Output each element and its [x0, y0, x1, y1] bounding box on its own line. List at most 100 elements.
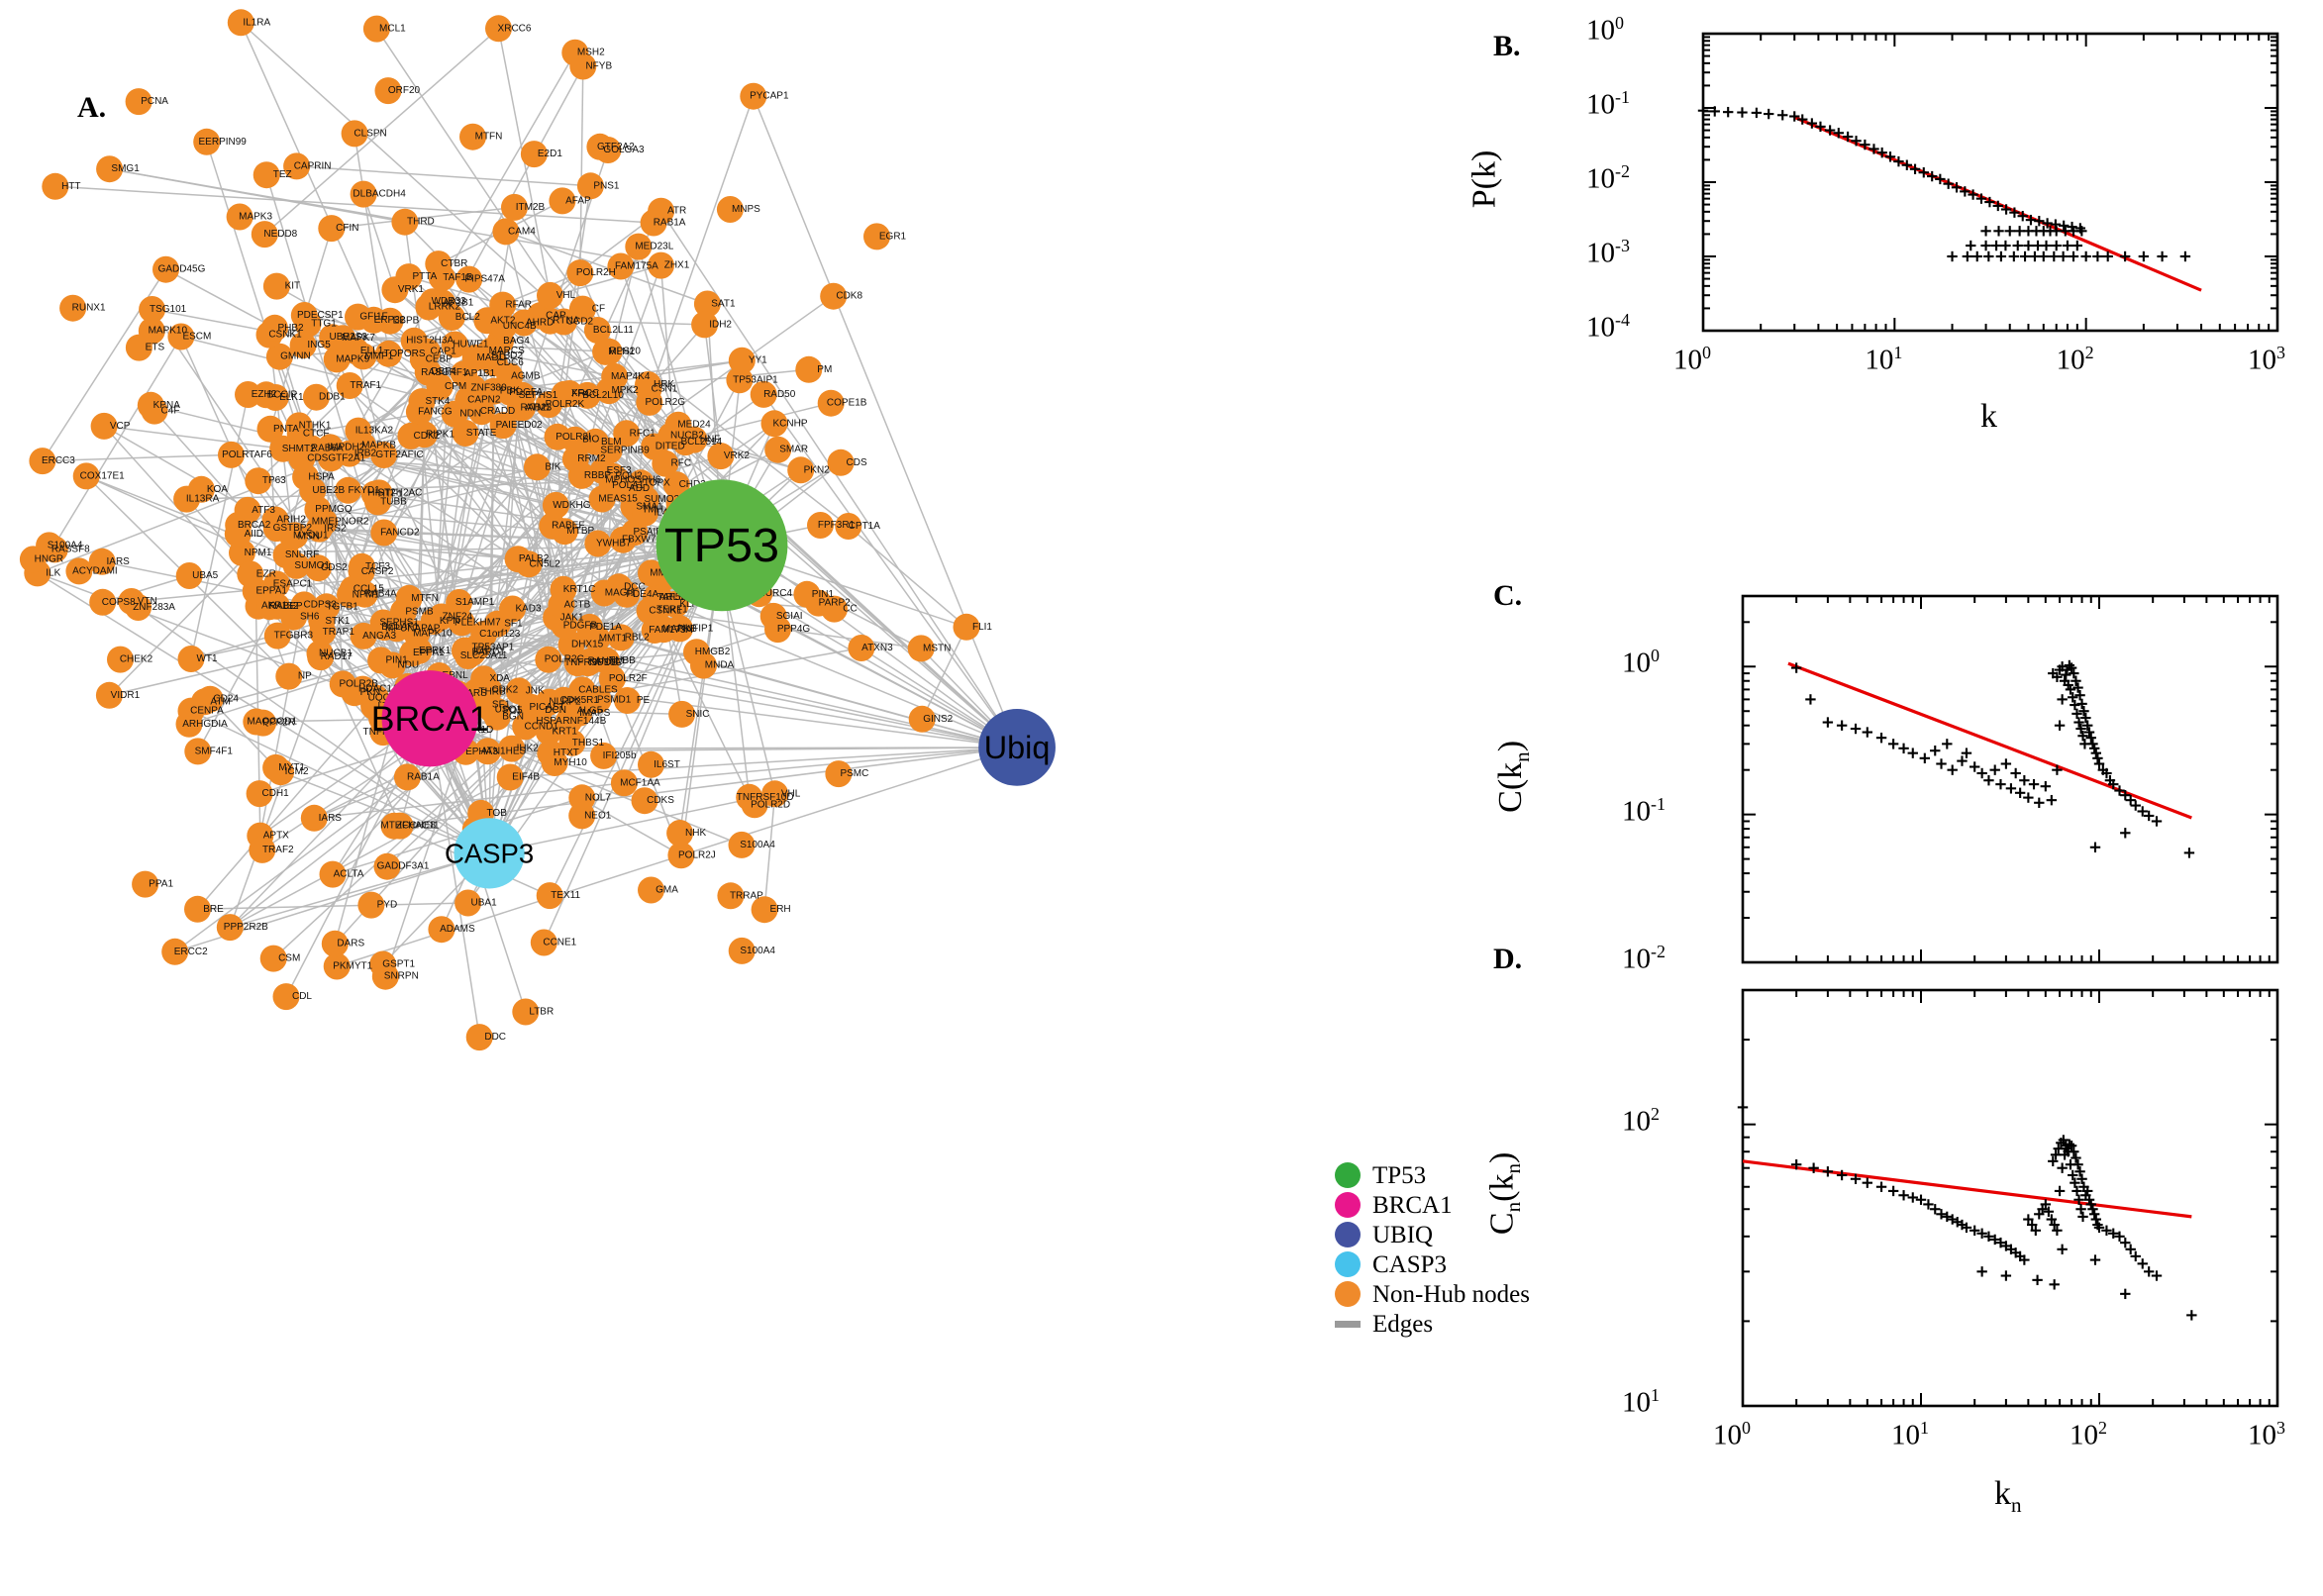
svg-text:CAPRIN: CAPRIN	[294, 160, 332, 171]
data-points	[1790, 659, 2195, 858]
svg-text:BARD1: BARD1	[472, 648, 506, 658]
panel-d-ylabel: Cn(kn)	[1483, 1151, 1526, 1236]
svg-text:RBL2: RBL2	[625, 632, 650, 643]
svg-text:PDECSP1: PDECSP1	[297, 310, 344, 321]
svg-text:FANCD2: FANCD2	[380, 528, 420, 539]
svg-text:BGN: BGN	[502, 712, 524, 723]
svg-text:POLR2F: POLR2F	[609, 673, 648, 684]
svg-text:TMH: TMH	[642, 505, 663, 516]
svg-text:GTF2AFIC: GTF2AFIC	[375, 449, 423, 460]
svg-text:NDN: NDN	[459, 409, 481, 420]
panel-b-ylabel: P(k)	[1465, 150, 1503, 209]
svg-text:ILK: ILK	[46, 567, 60, 578]
svg-text:STBD2: STBD2	[491, 350, 524, 361]
svg-text:UBA5: UBA5	[192, 570, 219, 581]
svg-text:POLR2C: POLR2C	[545, 654, 584, 665]
svg-text:IARS: IARS	[319, 813, 343, 824]
svg-text:FLI1: FLI1	[972, 622, 992, 633]
svg-text:CDC6: CDC6	[497, 357, 525, 368]
svg-text:CC: CC	[843, 604, 857, 615]
svg-text:FKYD1: FKYD1	[348, 485, 380, 496]
svg-text:ESF3: ESF3	[607, 465, 632, 476]
svg-text:YY1: YY1	[749, 355, 767, 366]
svg-text:GFI1F: GFI1F	[359, 312, 387, 323]
svg-text:AP2B1: AP2B1	[443, 297, 474, 308]
svg-text:BRCA2: BRCA2	[238, 520, 271, 531]
svg-text:POLR2G: POLR2G	[646, 397, 686, 408]
panel-d-ytick: 102	[1622, 1103, 1660, 1138]
svg-text:NPM1: NPM1	[245, 548, 272, 558]
hub-node-casp3	[454, 818, 525, 889]
svg-text:ITM2B: ITM2B	[516, 202, 546, 213]
svg-text:PNS1: PNS1	[593, 180, 620, 191]
svg-text:CDK8: CDK8	[836, 291, 862, 302]
panel-b-label: B.	[1493, 30, 1521, 62]
svg-text:S1AMP1: S1AMP1	[455, 597, 495, 608]
svg-text:PPP2R: PPP2R	[262, 718, 295, 729]
svg-text:CAM4: CAM4	[508, 226, 536, 237]
svg-text:EZH2: EZH2	[252, 389, 277, 400]
svg-text:NP: NP	[298, 671, 312, 682]
svg-text:TTG1: TTG1	[311, 319, 337, 330]
legend-item-tp53: TP53	[1335, 1160, 1543, 1190]
svg-text:C4F: C4F	[161, 406, 180, 417]
panel-c-ytick: 10-1	[1622, 793, 1666, 828]
svg-text:NUFIP1: NUFIP1	[678, 623, 714, 634]
svg-text:ANGA3: ANGA3	[362, 631, 396, 642]
svg-text:RASGRF1: RASGRF1	[421, 367, 468, 378]
svg-text:ERCC2: ERCC2	[174, 947, 208, 957]
legend-label: BRCA1	[1372, 1191, 1453, 1219]
svg-text:MTFN: MTFN	[411, 593, 439, 604]
svg-text:CDK5R1: CDK5R1	[559, 695, 599, 706]
svg-text:BAG4: BAG4	[503, 336, 530, 347]
svg-text:HMGB2: HMGB2	[695, 647, 731, 657]
legend-item-ubiq: UBIQ	[1335, 1220, 1543, 1249]
svg-text:ICM2: ICM2	[285, 766, 309, 777]
svg-text:BCL2L11: BCL2L11	[593, 325, 634, 336]
svg-text:HDAC1A: HDAC1A	[358, 684, 399, 695]
svg-text:MAPK10: MAPK10	[413, 629, 453, 640]
svg-text:EZR: EZR	[256, 568, 276, 579]
svg-text:BIK: BIK	[545, 461, 560, 472]
svg-text:COPE1B: COPE1B	[827, 398, 867, 409]
svg-text:S2: S2	[286, 601, 299, 612]
svg-text:SEPHS1: SEPHS1	[379, 618, 419, 629]
panel-b-ytick: 10-2	[1586, 161, 1630, 195]
svg-text:USO1: USO1	[495, 704, 523, 715]
svg-text:SLC25A11: SLC25A11	[460, 650, 508, 661]
svg-text:BLM: BLM	[601, 437, 622, 448]
svg-text:COX17E1: COX17E1	[80, 470, 125, 481]
legend-circle-icon	[1335, 1192, 1361, 1218]
svg-text:CDS: CDS	[847, 457, 867, 468]
svg-text:TRRAP: TRRAP	[730, 890, 763, 901]
svg-text:CLSPN: CLSPN	[354, 128, 386, 139]
svg-text:TRAF2: TRAF2	[262, 845, 294, 855]
svg-text:KCNHP: KCNHP	[772, 418, 807, 429]
svg-text:FBXW7: FBXW7	[622, 535, 656, 546]
panel-b-ytick: 10-4	[1586, 310, 1630, 344]
svg-text:APTX: APTX	[263, 831, 289, 842]
svg-text:TEZ: TEZ	[273, 169, 292, 180]
panel-d-plot	[1737, 988, 2279, 1408]
panel-b-xtick: 100	[1673, 343, 1711, 376]
svg-text:TOPX: TOPX	[644, 477, 670, 488]
svg-text:IL1RA: IL1RA	[243, 17, 270, 28]
svg-text:IRS2: IRS2	[324, 524, 347, 535]
panel-d-xtick: 101	[1891, 1418, 1929, 1451]
svg-text:HSPA: HSPA	[308, 471, 335, 482]
panel-c-ytick: 10-2	[1622, 942, 1666, 975]
svg-text:BCLAF1: BCLAF1	[381, 622, 419, 633]
svg-text:ERH: ERH	[770, 904, 791, 915]
svg-text:STK1: STK1	[325, 616, 350, 627]
fit-line	[1742, 1159, 2192, 1219]
panel-b-plot	[1697, 32, 2279, 333]
svg-text:ARL8B: ARL8B	[659, 592, 691, 603]
svg-text:JAK1: JAK1	[560, 612, 584, 623]
svg-text:AFAP: AFAP	[565, 195, 591, 206]
svg-text:XRCC6: XRCC6	[498, 23, 532, 34]
svg-text:KRT1: KRT1	[553, 726, 578, 737]
svg-text:SMAR: SMAR	[779, 445, 808, 455]
svg-text:CTCF: CTCF	[303, 429, 330, 440]
svg-text:AKT2: AKT2	[490, 315, 515, 326]
